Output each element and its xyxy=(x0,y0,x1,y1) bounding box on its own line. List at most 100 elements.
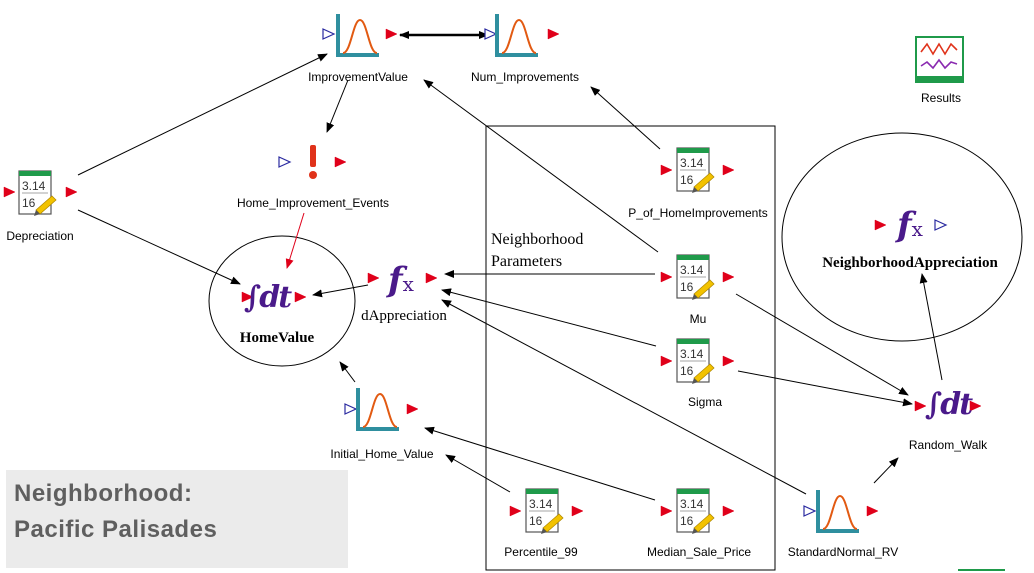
svg-text:16: 16 xyxy=(529,514,543,528)
sigma-input-port[interactable] xyxy=(660,355,673,367)
group-title: Neighborhood Parameters xyxy=(491,229,583,273)
integral-icon: ∫dt xyxy=(243,279,292,315)
depreciation-input-port[interactable] xyxy=(3,186,16,198)
random-walk-input-port[interactable] xyxy=(914,400,927,412)
link-sigma-to-random-walk[interactable] xyxy=(737,370,913,407)
standard-normal-rv-label: StandardNormal_RV xyxy=(787,545,899,559)
link-standard-normal-rv-to-d-appreciation[interactable] xyxy=(441,299,807,495)
depreciation-output-port[interactable] xyxy=(65,186,78,198)
svg-text:16: 16 xyxy=(680,173,694,187)
results-node[interactable] xyxy=(915,36,965,84)
home-value-output-port[interactable] xyxy=(294,291,307,303)
p-of-homeimprovements-node[interactable]: 3.14 16 xyxy=(676,147,716,193)
link-initial-home-value-to-home-value[interactable] xyxy=(339,361,356,383)
percentile-99-input-port[interactable] xyxy=(509,505,522,517)
data-element-icon: 3.14 16 xyxy=(676,147,715,193)
home-value-localizer[interactable] xyxy=(208,235,356,367)
neighborhood-appreciation-label: NeighborhoodAppreciation xyxy=(822,255,998,271)
link-mu-to-random-walk[interactable] xyxy=(735,293,909,396)
svg-text:16: 16 xyxy=(22,196,36,210)
function-icon: fx xyxy=(388,260,414,300)
link-percentile-99-to-initial-home-value[interactable] xyxy=(445,454,511,493)
neighborhood-appreciation-localizer[interactable] xyxy=(781,132,1023,342)
p-of-homeimprovements-input-port[interactable] xyxy=(660,164,673,176)
num-improvements-label: Num_Improvements xyxy=(470,70,580,84)
home-improvement-events-node[interactable] xyxy=(305,143,321,181)
link-median-sale-price-to-initial-home-value[interactable] xyxy=(424,426,656,501)
svg-text:16: 16 xyxy=(680,364,694,378)
neighborhood-banner: Neighborhood: Pacific Palisades xyxy=(6,470,348,568)
random-walk-node[interactable]: ∫dt xyxy=(923,384,973,424)
d-appreciation-input-port[interactable] xyxy=(367,272,380,284)
random-walk-output-port[interactable] xyxy=(969,400,982,412)
data-element-icon: 3.14 16 xyxy=(676,338,715,384)
standard-normal-rv-node[interactable] xyxy=(815,488,861,534)
improvement-value-label: ImprovementValue xyxy=(308,70,408,84)
data-element-icon: 3.14 16 xyxy=(676,488,715,534)
link-mu-to-improvement-value[interactable] xyxy=(423,79,659,253)
mu-input-port[interactable] xyxy=(660,271,673,283)
sigma-node[interactable]: 3.14 16 xyxy=(676,338,716,384)
mu-label: Mu xyxy=(689,312,707,326)
initial-home-value-input-port[interactable] xyxy=(344,403,358,415)
home-value-input-port[interactable] xyxy=(241,291,254,303)
neighborhood-parameters-container[interactable] xyxy=(485,125,776,571)
exclamation-icon xyxy=(309,145,317,179)
home-value-label: HomeValue xyxy=(239,330,315,346)
num-improvements-output-port[interactable] xyxy=(547,28,560,40)
home-improvement-events-input-port[interactable] xyxy=(278,156,292,168)
neighborhood-appreciation-output-port[interactable] xyxy=(934,219,948,231)
depreciation-label: Depreciation xyxy=(6,229,74,243)
link-sigma-to-d-appreciation[interactable] xyxy=(441,288,657,347)
link-d-appreciation-to-home-value[interactable] xyxy=(312,284,369,298)
initial-home-value-label: Initial_Home_Value xyxy=(330,447,434,461)
neighborhood-appreciation-input-port[interactable] xyxy=(874,219,887,231)
p-of-homeimprovements-output-port[interactable] xyxy=(722,164,735,176)
mu-output-port[interactable] xyxy=(722,271,735,283)
standard-normal-rv-output-port[interactable] xyxy=(866,505,879,517)
improvement-value-node[interactable] xyxy=(335,12,381,58)
svg-text:3.14: 3.14 xyxy=(680,156,704,170)
depreciation-node[interactable]: 3.14 16 xyxy=(18,170,58,216)
svg-text:16: 16 xyxy=(680,514,694,528)
svg-text:3.14: 3.14 xyxy=(22,179,46,193)
neighborhood-appreciation-node[interactable]: fx xyxy=(885,205,935,245)
sigma-output-port[interactable] xyxy=(722,355,735,367)
svg-text:3.14: 3.14 xyxy=(529,497,553,511)
bell-curve-icon xyxy=(816,490,859,533)
home-value-node[interactable]: ∫dt xyxy=(242,277,292,317)
home-improvement-events-output-port[interactable] xyxy=(334,156,347,168)
percentile-99-output-port[interactable] xyxy=(571,505,584,517)
results-chart-icon xyxy=(915,36,964,83)
improvement-value-input-port[interactable] xyxy=(322,28,336,40)
improvement-value-output-port[interactable] xyxy=(385,28,398,40)
link-depreciation-to-home-value[interactable] xyxy=(77,209,241,285)
percentile-99-label: Percentile_99 xyxy=(504,545,578,559)
d-appreciation-node[interactable]: fx xyxy=(376,260,426,300)
link-home-improvement-events-to-home-value[interactable] xyxy=(285,212,305,269)
percentile-99-node[interactable]: 3.14 16 xyxy=(525,488,565,534)
link-improvement-value-to-home-improvement-events[interactable] xyxy=(326,79,349,133)
random-walk-label: Random_Walk xyxy=(908,438,988,452)
bell-curve-icon xyxy=(336,14,379,57)
median-sale-price-output-port[interactable] xyxy=(722,505,735,517)
bell-curve-icon xyxy=(495,14,538,57)
svg-text:3.14: 3.14 xyxy=(680,347,704,361)
num-improvements-node[interactable] xyxy=(494,12,540,58)
link-p-of-homeimprovements-to-num-improvements[interactable] xyxy=(590,86,661,150)
mu-node[interactable]: 3.14 16 xyxy=(676,254,716,300)
median-sale-price-node[interactable]: 3.14 16 xyxy=(676,488,716,534)
standard-normal-rv-input-port[interactable] xyxy=(803,505,817,517)
data-element-icon: 3.14 16 xyxy=(525,488,564,534)
d-appreciation-output-port[interactable] xyxy=(425,272,438,284)
num-improvements-input-port[interactable] xyxy=(484,28,498,40)
median-sale-price-input-port[interactable] xyxy=(660,505,673,517)
link-random-walk-to-neighborhood-appreciation[interactable] xyxy=(919,273,943,381)
link-standard-normal-rv-to-random-walk[interactable] xyxy=(873,457,899,484)
link-depreciation-to-improvement-value[interactable] xyxy=(77,53,328,176)
initial-home-value-node[interactable] xyxy=(355,386,401,432)
home-improvement-events-label: Home_Improvement_Events xyxy=(236,196,390,210)
median-sale-price-label: Median_Sale_Price xyxy=(646,545,752,559)
initial-home-value-output-port[interactable] xyxy=(406,403,419,415)
